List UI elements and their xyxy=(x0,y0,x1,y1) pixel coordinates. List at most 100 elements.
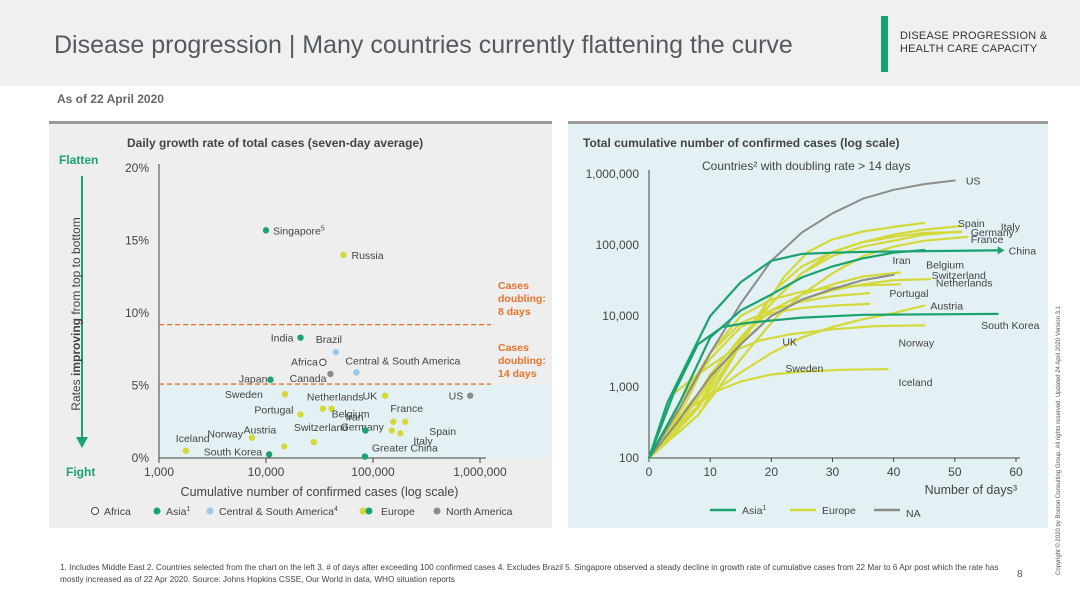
series-label-norway: Norway xyxy=(899,338,935,350)
point-label-spain: Spain xyxy=(429,426,456,438)
point-label-iceland: Iceland xyxy=(176,433,210,445)
point-label-italy: Italy xyxy=(413,435,433,447)
doubling-label: doubling: xyxy=(498,355,546,367)
point-label-france: France xyxy=(390,403,423,415)
legend-label-na: NA xyxy=(906,508,921,520)
point-label-central-south-america: Central & South America xyxy=(345,355,460,367)
series-label-france: France xyxy=(971,234,1004,246)
doubling-label: 8 days xyxy=(498,306,531,318)
x-tick-label: 50 xyxy=(948,465,962,479)
line-chart-subtitle: Countries² with doubling rate > 14 days xyxy=(702,159,910,173)
series-label-sweden: Sweden xyxy=(785,363,823,375)
flatten-label: Flatten xyxy=(59,153,98,167)
superscript: 4 xyxy=(334,506,338,513)
point-label-brazil: Brazil xyxy=(316,334,342,346)
right-panel-rule xyxy=(568,121,1048,124)
point-belgium xyxy=(328,405,335,412)
legend-label-europe: Europe xyxy=(822,505,856,517)
legend-europe-marker-1 xyxy=(359,507,367,515)
series-label-south-korea: South Korea xyxy=(981,320,1040,332)
doubling-label: Cases xyxy=(498,342,529,354)
point-label-norway: Norway xyxy=(207,429,243,441)
legend-label-asia: Asia1 xyxy=(742,505,766,517)
series-line-austria xyxy=(647,302,871,460)
series-line-spain xyxy=(647,221,926,460)
legend-europe-marker-2 xyxy=(365,507,373,515)
series-label-iceland: Iceland xyxy=(899,377,933,389)
superscript: 1 xyxy=(186,506,190,513)
x-tick-label: 1,000 xyxy=(144,465,174,479)
series-line-france xyxy=(647,230,962,460)
legend-marker-north-america xyxy=(433,507,441,515)
point-label-singapore: Singapore5 xyxy=(273,225,325,237)
legend-marker-asia xyxy=(153,507,161,515)
fight-label: Fight xyxy=(66,465,95,479)
footnote: 1. Includes Middle East 2. Countries sel… xyxy=(60,563,999,584)
left-chart-panel xyxy=(49,124,552,528)
point-label-sweden: Sweden xyxy=(225,389,263,401)
point-brazil xyxy=(332,348,340,356)
point-label-us: US xyxy=(449,391,464,403)
y-axis-label: Rates improving from top to bottom xyxy=(69,217,83,410)
page-title: Disease progression | Many countries cur… xyxy=(54,31,793,59)
point-iran xyxy=(362,427,369,434)
legend-marker-africa xyxy=(91,507,99,515)
point-central-south-america xyxy=(353,369,360,376)
point-austria xyxy=(281,443,288,450)
point-label-austria: Austria xyxy=(244,424,277,436)
y-tick-label: 20% xyxy=(125,161,149,175)
axis-arrow-head xyxy=(76,437,88,448)
series-line-portugal xyxy=(647,292,871,460)
point-japan xyxy=(267,376,274,383)
point-label-south-korea: South Korea xyxy=(204,446,263,458)
x-tick-label: 10 xyxy=(703,465,717,479)
point-netherlands xyxy=(319,405,327,412)
doubling-label: Cases xyxy=(498,280,529,292)
scatter-chart-title: Daily growth rate of total cases (seven-… xyxy=(127,136,424,150)
page-number: 8 xyxy=(1017,569,1023,580)
section-accent-bar xyxy=(881,16,888,72)
point-spain xyxy=(402,418,409,425)
x-tick-label: 0 xyxy=(646,465,653,479)
point-label-iran: Iran xyxy=(345,411,363,423)
point-portugal xyxy=(297,411,304,418)
point-label-russia: Russia xyxy=(351,250,383,262)
doubling-label: doubling: xyxy=(498,293,546,305)
series-label-italy: Italy xyxy=(1001,221,1021,233)
point-label-netherlands: Netherlands xyxy=(307,392,364,404)
point-label-switzerland: Switzerland xyxy=(294,422,348,434)
point-south-korea xyxy=(265,451,273,458)
point-germany xyxy=(388,427,396,434)
x-tick-label: 40 xyxy=(887,465,901,479)
series-line-norway xyxy=(647,324,926,460)
y-axis-label-part: from top to bottom xyxy=(69,217,83,318)
series-label-belgium: Belgium xyxy=(926,260,964,272)
slow-growth-zone xyxy=(159,384,552,458)
y-tick-label: 0% xyxy=(132,451,150,465)
legend-label-central-south-america: Central & South America4 xyxy=(219,506,338,518)
point-africa xyxy=(319,358,327,367)
series-label-uk: UK xyxy=(782,336,797,348)
series-label-spain: Spain xyxy=(958,218,985,230)
point-switzerland xyxy=(310,438,318,446)
superscript: 5 xyxy=(321,225,325,232)
series-label-germany: Germany xyxy=(971,227,1015,239)
y-tick-label: 1,000 xyxy=(609,380,639,394)
x-tick-label: 20 xyxy=(765,465,779,479)
point-canada xyxy=(327,370,334,378)
point-label-canada: Canada xyxy=(290,373,327,385)
copyright-text: Copyright © 2020 by Boston Consulting Gr… xyxy=(1056,306,1062,575)
series-label-iran: Iran xyxy=(892,255,910,267)
series-line-iran xyxy=(647,248,926,460)
series-label-netherlands: Netherlands xyxy=(936,278,993,290)
point-greater-china xyxy=(361,453,369,460)
series-line-china xyxy=(647,249,999,460)
legend-label-north-america: North America xyxy=(446,506,513,518)
left-panel-rule xyxy=(49,121,552,124)
point-label-germany: Germany xyxy=(341,421,385,433)
y-tick-label: 100,000 xyxy=(596,238,640,252)
series-label-portugal: Portugal xyxy=(889,288,928,300)
as-of-date: As of 22 April 2020 xyxy=(57,92,164,106)
header-band xyxy=(0,0,1080,86)
point-label-africa: Africa xyxy=(291,356,318,368)
